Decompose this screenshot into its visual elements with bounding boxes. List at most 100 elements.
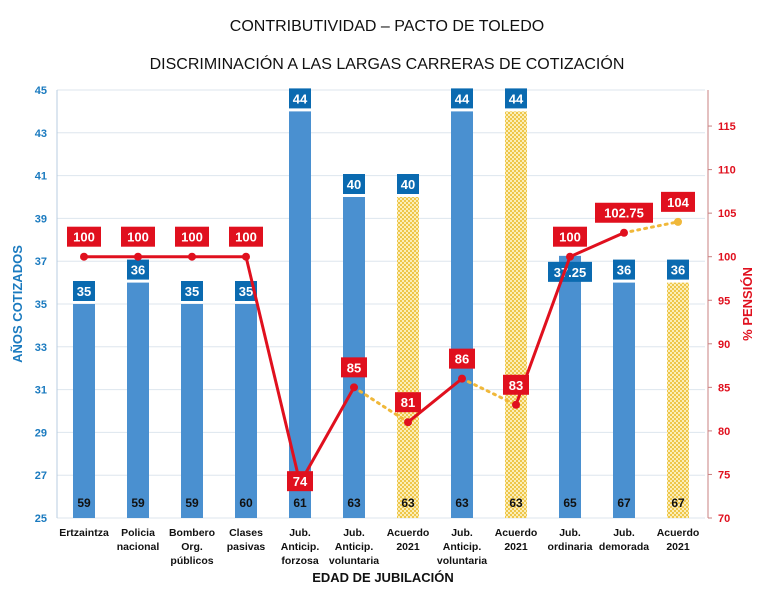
x-tick-label: nacional — [117, 541, 160, 553]
x-tick-label: Jub. — [451, 527, 473, 539]
line-point — [512, 400, 520, 409]
line-segment — [406, 377, 464, 424]
line-segment — [298, 385, 356, 485]
x-tick-label: públicos — [170, 555, 213, 567]
x-tick-label: Acuerdo — [387, 527, 430, 539]
bar-data-label: 36 — [617, 263, 631, 278]
bar-label-box — [505, 88, 527, 109]
y2-tick-label: 70 — [718, 513, 730, 525]
x-tick-label: 2021 — [504, 541, 528, 553]
age-label: 59 — [185, 496, 199, 510]
y-tick-label: 41 — [35, 171, 47, 183]
line-label-box — [503, 374, 529, 395]
line-data-label: 85 — [347, 360, 361, 375]
bar-label-box — [397, 174, 419, 194]
x-tick-label: voluntaria — [329, 555, 379, 567]
y2-tick-label: 105 — [718, 208, 736, 220]
bar-label-box — [181, 281, 203, 301]
y2-tick-label: 100 — [718, 252, 736, 264]
x-tick-label: Anticip. — [281, 541, 320, 553]
line-segment — [568, 231, 626, 259]
line-segment — [244, 255, 302, 485]
line-data-label: 83 — [509, 378, 523, 393]
bar — [451, 111, 473, 519]
x-tick-label: Org. — [181, 541, 203, 553]
bar-label-box — [667, 259, 689, 280]
bar-data-label: 35 — [77, 284, 91, 299]
y-tick-label: 25 — [35, 513, 47, 525]
x-tick-label: Acuerdo — [495, 527, 538, 539]
line-data-label: 100 — [73, 230, 95, 245]
line-label-box — [67, 226, 101, 247]
y-tick-label: 45 — [35, 85, 47, 97]
line-label-box — [121, 226, 155, 247]
x-tick-label: Anticip. — [335, 541, 374, 553]
line-point — [674, 217, 682, 226]
age-label: 63 — [455, 496, 469, 510]
bar-data-label: 44 — [293, 91, 308, 106]
line-point — [188, 252, 196, 261]
line-data-label: 104 — [667, 195, 689, 210]
line-label-box — [287, 471, 313, 492]
line-data-label: 100 — [559, 230, 581, 245]
line-label-box — [661, 191, 695, 212]
x-tick-label: ordinaria — [548, 541, 593, 553]
age-label: 63 — [347, 496, 361, 510]
bar-data-label: 35 — [239, 284, 253, 299]
bar-data-label: 40 — [401, 177, 415, 192]
line-data-label: 102.75 — [604, 206, 644, 221]
bar-data-label: 35 — [185, 284, 199, 299]
y-tick-label: 31 — [35, 385, 47, 397]
bar-data-label: 37.25 — [554, 265, 587, 280]
line-label-box — [229, 226, 263, 247]
line-label-box — [553, 226, 587, 247]
age-label: 67 — [617, 496, 631, 510]
line-point — [134, 252, 142, 261]
y-tick-label: 43 — [35, 128, 47, 140]
y2-tick-label: 85 — [718, 382, 730, 394]
line-label-box — [395, 392, 421, 413]
bar-label-box — [548, 261, 592, 282]
y-tick-label: 27 — [35, 470, 47, 482]
age-label: 63 — [401, 496, 415, 510]
line-point — [242, 252, 250, 261]
y-tick-label: 33 — [35, 342, 47, 354]
line-label-box — [175, 226, 209, 247]
line-point — [566, 252, 574, 261]
y2-tick-label: 80 — [718, 426, 730, 438]
bar — [73, 304, 95, 518]
y-tick-label: 35 — [35, 299, 47, 311]
x-tick-label: Policia — [121, 527, 155, 539]
line-label-box — [449, 348, 475, 369]
bar-label-box — [73, 281, 95, 301]
bar-data-label: 44 — [455, 91, 470, 106]
line-point — [404, 418, 412, 427]
x-tick-label: Anticip. — [443, 541, 482, 553]
bar — [505, 111, 527, 519]
line-point — [458, 374, 466, 383]
y2-tick-label: 90 — [718, 339, 730, 351]
bar — [289, 111, 311, 519]
line-label-box — [595, 202, 653, 223]
x-tick-label: Jub. — [613, 527, 635, 539]
y-tick-label: 39 — [35, 213, 47, 225]
bar — [235, 304, 257, 518]
x-tick-label: 2021 — [666, 541, 690, 553]
bar-label-box — [127, 259, 149, 280]
bar — [667, 282, 689, 518]
line-data-label: 81 — [401, 395, 415, 410]
x-tick-label: Jub. — [343, 527, 365, 539]
bar — [613, 282, 635, 518]
x-tick-label: Ertzaintza — [59, 527, 109, 539]
bar — [559, 255, 581, 518]
line-point — [80, 252, 88, 261]
x-axis-label: EDAD DE JUBILACIÓN — [312, 570, 454, 585]
bar-label-box — [613, 259, 635, 280]
x-tick-label: voluntaria — [437, 555, 487, 567]
y2-tick-label: 95 — [718, 295, 730, 307]
bar-label-box — [451, 88, 473, 109]
bar-data-label: 36 — [671, 263, 685, 278]
y2-tick-label: 75 — [718, 469, 730, 481]
age-label: 60 — [239, 496, 253, 510]
